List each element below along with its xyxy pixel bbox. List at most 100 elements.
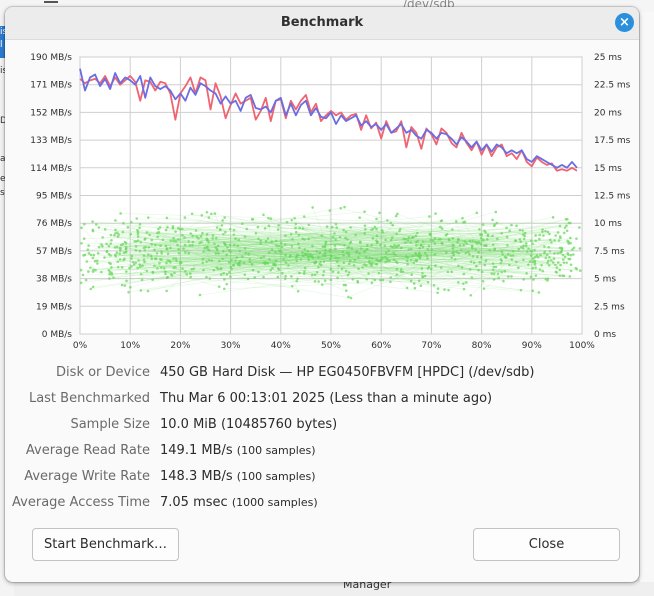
access-time-point <box>375 217 378 221</box>
access-time-point <box>361 266 364 269</box>
access-seek-line <box>304 225 561 274</box>
x-tick-label: 50% <box>321 341 341 351</box>
y-left-tick-label: 190 MB/s <box>30 53 72 63</box>
access-seek-line <box>102 246 373 264</box>
access-time-point <box>560 247 564 251</box>
access-time-point <box>565 229 569 233</box>
access-time-point <box>274 259 278 263</box>
access-time-point <box>280 250 283 254</box>
start-benchmark-button[interactable]: Start Benchmark… <box>32 528 179 561</box>
access-time-point <box>412 282 416 285</box>
access-time-point <box>156 267 159 270</box>
access-seek-line <box>270 218 411 243</box>
info-label: Average Read Rate <box>25 443 150 458</box>
access-seek-line <box>190 242 200 278</box>
access-seek-line <box>92 252 348 259</box>
access-time-point <box>350 246 354 250</box>
access-time-point <box>389 245 393 248</box>
access-seek-line <box>154 257 507 266</box>
access-seek-line <box>226 248 368 275</box>
access-seek-line <box>425 234 489 254</box>
access-time-point <box>145 269 149 273</box>
access-time-point <box>243 235 247 238</box>
access-seek-line <box>225 225 567 246</box>
info-value-text: 149.1 MB/s <box>160 443 233 458</box>
access-time-point <box>271 266 274 270</box>
access-seek-line <box>376 259 408 289</box>
access-seek-line <box>360 242 428 269</box>
access-time-point <box>334 222 338 226</box>
access-time-point <box>266 262 270 265</box>
access-time-point <box>492 265 496 269</box>
access-time-point <box>534 234 537 237</box>
access-time-point <box>484 231 487 234</box>
access-seek-line <box>216 251 365 269</box>
access-time-point <box>136 232 140 236</box>
access-time-point <box>542 234 545 237</box>
access-seek-line <box>173 238 345 246</box>
access-time-point <box>378 211 381 215</box>
access-seek-line <box>297 278 316 282</box>
access-time-point <box>365 243 369 247</box>
access-time-point <box>187 240 191 243</box>
access-time-point <box>210 212 213 216</box>
access-seek-line <box>257 226 548 279</box>
access-time-point <box>524 244 528 248</box>
access-time-point <box>375 262 379 266</box>
access-seek-line <box>337 234 482 279</box>
access-time-point <box>199 234 203 238</box>
access-time-point <box>100 243 103 246</box>
access-time-point <box>407 236 411 239</box>
access-time-point <box>200 213 204 217</box>
access-time-point <box>354 233 357 237</box>
access-seek-line <box>458 260 549 267</box>
access-seek-line <box>175 243 569 268</box>
access-seek-line <box>217 254 227 270</box>
access-time-point <box>391 245 395 249</box>
access-time-point <box>379 243 382 247</box>
access-time-point <box>101 245 104 248</box>
access-seek-line <box>249 259 331 281</box>
access-time-point <box>299 258 303 261</box>
access-time-point <box>118 258 122 261</box>
access-time-point <box>329 254 333 258</box>
access-time-point <box>401 270 405 274</box>
close-icon[interactable]: × <box>615 13 634 32</box>
access-time-point <box>395 245 399 248</box>
access-time-point <box>262 255 266 259</box>
access-time-point <box>472 261 476 264</box>
access-time-point <box>181 233 184 237</box>
access-time-point <box>553 252 556 255</box>
access-time-point <box>394 253 397 256</box>
access-time-point <box>302 272 306 275</box>
access-time-point <box>353 258 357 262</box>
access-time-point <box>138 249 142 253</box>
access-time-point <box>439 238 442 241</box>
access-seek-line <box>308 236 414 258</box>
access-time-point <box>454 220 458 223</box>
access-time-point <box>369 262 373 266</box>
access-time-point <box>490 272 494 275</box>
access-time-point <box>569 236 572 240</box>
access-time-point <box>531 242 534 246</box>
access-seek-line <box>154 224 484 251</box>
close-button[interactable]: Close <box>473 528 620 561</box>
access-time-point <box>445 251 448 254</box>
access-time-point <box>381 278 385 282</box>
access-time-point <box>93 259 97 263</box>
access-time-point <box>114 255 117 258</box>
info-label: Average Access Time <box>12 495 150 510</box>
access-time-point <box>348 259 352 263</box>
access-time-point <box>414 252 417 255</box>
access-time-point <box>569 263 573 267</box>
access-time-point <box>491 243 495 246</box>
access-time-point <box>284 261 288 264</box>
access-time-point <box>505 256 508 259</box>
access-time-point <box>320 283 324 286</box>
access-time-point <box>228 270 231 274</box>
access-time-point <box>391 223 394 227</box>
access-time-point <box>235 256 239 259</box>
access-time-point <box>250 263 254 266</box>
access-time-point <box>547 263 551 267</box>
access-time-point <box>287 264 290 267</box>
